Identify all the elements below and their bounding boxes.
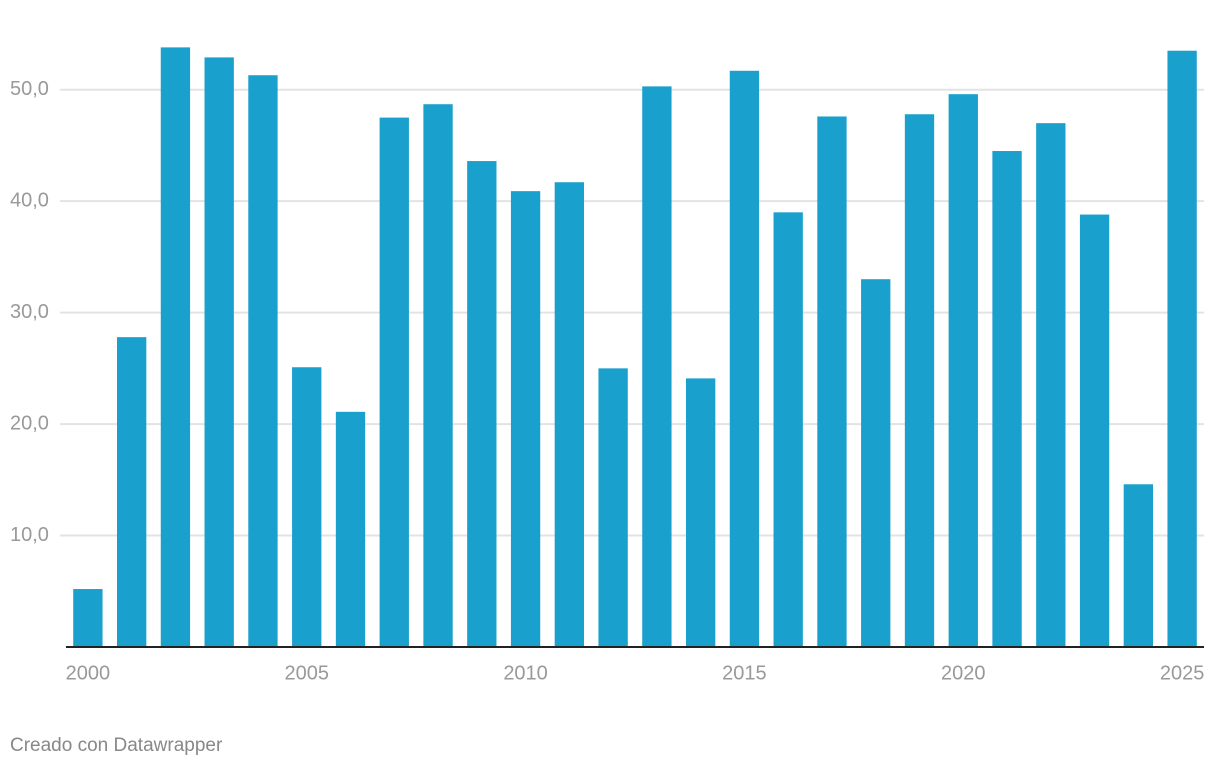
x-tick-label: 2005 xyxy=(284,662,329,684)
bar xyxy=(729,70,760,647)
bar xyxy=(467,161,497,648)
bar xyxy=(598,368,628,647)
bar xyxy=(1036,123,1066,647)
x-tick-label: 2010 xyxy=(503,662,548,684)
x-tick-label: 2025 xyxy=(1160,662,1205,684)
y-tick-label: 10,0 xyxy=(10,524,49,546)
bar xyxy=(204,57,234,647)
bar xyxy=(1079,214,1110,647)
bar xyxy=(1167,50,1197,647)
x-tick-label: 2015 xyxy=(722,662,767,684)
bar xyxy=(423,104,453,647)
bar xyxy=(554,182,585,647)
bar xyxy=(510,191,541,647)
x-tick-label: 2000 xyxy=(66,662,111,684)
bar xyxy=(904,114,935,648)
bar xyxy=(948,94,978,648)
bar xyxy=(773,212,803,647)
bar xyxy=(379,117,409,647)
bar xyxy=(335,411,366,647)
y-tick-label: 40,0 xyxy=(10,189,49,211)
bar xyxy=(116,337,147,647)
x-tick-label: 2020 xyxy=(941,662,986,684)
bar xyxy=(992,151,1022,647)
bar xyxy=(292,367,322,647)
y-tick-label: 30,0 xyxy=(10,301,49,323)
bar xyxy=(160,47,191,647)
bar xyxy=(817,116,847,647)
y-tick-label: 20,0 xyxy=(10,412,49,434)
credit: Creado con Datawrapper xyxy=(10,735,223,756)
bar xyxy=(248,75,278,648)
bar xyxy=(861,279,891,647)
y-tick-label: 50,0 xyxy=(10,78,49,100)
bar xyxy=(73,589,103,647)
bar xyxy=(642,86,672,647)
bar xyxy=(685,378,716,647)
bar xyxy=(1123,484,1154,647)
